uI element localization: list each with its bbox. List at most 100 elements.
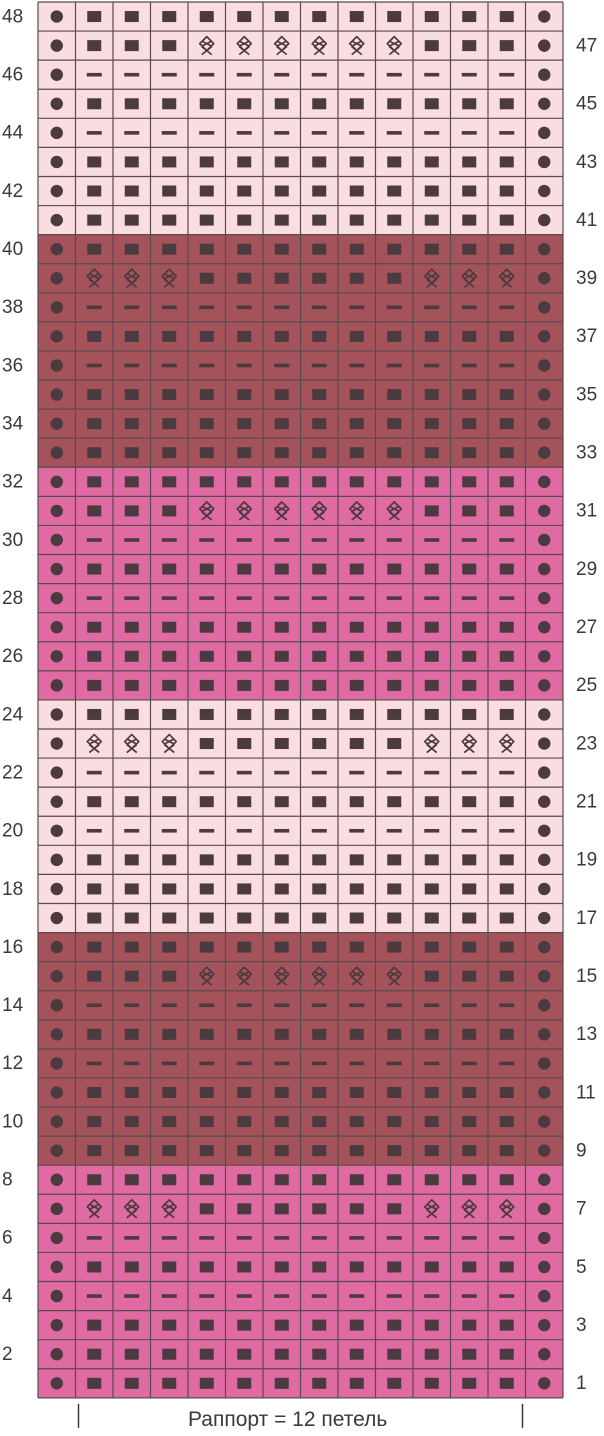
stitch-r34-c4-square — [162, 418, 177, 430]
stitch-r18-c13-square — [499, 883, 514, 895]
stitch-r34-c14-dot — [538, 417, 551, 430]
stitch-r5-c9-square — [349, 1261, 364, 1273]
stitch-r2-c13-square — [499, 1348, 514, 1360]
stitch-r28-c13-dash — [499, 596, 515, 600]
stitch-r7-c13-loop — [498, 1198, 515, 1219]
stitch-r30-c7-dash — [274, 538, 290, 542]
stitch-r3-c1-dot — [50, 1318, 63, 1332]
stitch-r15-c2-square — [87, 970, 102, 982]
stitch-r4-c8-dash — [311, 1294, 327, 1298]
stitch-r10-c9-square — [349, 1116, 364, 1128]
stitch-r28-c14-dot — [538, 591, 551, 605]
row-number-11: 11 — [576, 1082, 596, 1103]
stitch-r14-c6-dash — [236, 1003, 252, 1008]
stitch-r23-c11-loop — [423, 733, 440, 754]
stitch-r35-c1-dot — [50, 388, 63, 401]
stitch-r25-c2-square — [87, 679, 102, 691]
stitch-r21-c13-square — [499, 796, 514, 808]
stitch-r11-c14-dot — [538, 1086, 551, 1099]
stitch-r15-c7-loop — [273, 966, 290, 986]
stitch-r40-c3-square — [124, 243, 139, 255]
stitch-r47-c10-loop — [386, 35, 403, 56]
stitch-r46-c4-dash — [161, 72, 177, 77]
stitch-r8-c3-square — [124, 1174, 139, 1186]
stitch-r34-c12-square — [462, 418, 477, 430]
stitch-r22-c1-dot — [50, 766, 63, 779]
stitch-r37-c13-square — [499, 330, 514, 342]
stitch-r37-c3-square — [124, 330, 139, 342]
stitch-r48-c14-dot — [538, 10, 551, 23]
stitch-r2-c14-dot — [538, 1348, 551, 1361]
stitch-r21-c8-square — [312, 796, 327, 808]
stitch-r25-c12-square — [462, 679, 477, 691]
stitch-r44-c8-dash — [311, 131, 327, 135]
stitch-r23-c5-square — [199, 738, 214, 750]
stitch-r14-c10-dash — [386, 1003, 402, 1008]
stitch-r12-c2-dash — [86, 1061, 102, 1066]
row-number-6: 6 — [2, 1228, 13, 1249]
stitch-r14-c12-dash — [461, 1003, 477, 1008]
row-number-30: 30 — [2, 530, 23, 551]
stitch-r6-c10-dash — [386, 1236, 402, 1240]
stitch-r4-c5-dash — [199, 1294, 215, 1298]
stitch-r10-c10-square — [387, 1116, 402, 1128]
stitch-r19-c9-square — [349, 854, 364, 866]
stitch-r17-c9-square — [349, 912, 364, 924]
stitch-r46-c2-dash — [86, 72, 102, 77]
stitch-r36-c8-dash — [311, 363, 327, 368]
stitch-r38-c11-dash — [424, 305, 440, 310]
stitch-r43-c11-square — [424, 156, 439, 168]
stitch-r20-c1-dot — [50, 824, 63, 837]
stitch-r40-c8-square — [312, 243, 327, 255]
row-number-41: 41 — [576, 210, 597, 231]
stitch-r11-c8-square — [312, 1087, 327, 1098]
stitch-r17-c4-square — [162, 912, 177, 924]
stitch-r23-c10-square — [387, 738, 402, 750]
stitch-r23-c13-loop — [498, 733, 515, 754]
stitch-r23-c4-loop — [161, 733, 178, 754]
stitch-r6-c1-dot — [50, 1231, 63, 1245]
stitch-r44-c7-dash — [274, 131, 290, 135]
row-number-4: 4 — [2, 1286, 13, 1307]
stitch-r44-c5-dash — [199, 131, 215, 135]
row-number-34: 34 — [2, 413, 24, 434]
stitch-r47-c11-square — [424, 40, 439, 52]
stitch-r25-c13-square — [499, 679, 514, 691]
stitch-r32-c2-square — [87, 476, 102, 488]
stitch-r16-c3-square — [124, 941, 139, 953]
stitch-r8-c9-square — [349, 1174, 364, 1186]
row-number-20: 20 — [2, 821, 23, 842]
stitch-r45-c7-square — [274, 98, 289, 110]
stitch-r35-c14-dot — [538, 388, 551, 401]
stitch-r5-c11-square — [424, 1261, 439, 1273]
stitch-r39-c5-square — [199, 272, 214, 284]
stitch-r27-c6-square — [237, 621, 252, 633]
stitch-r29-c11-square — [424, 563, 439, 575]
stitch-r9-c5-square — [199, 1145, 214, 1157]
row-number-26: 26 — [2, 646, 23, 667]
stitch-r42-c14-dot — [538, 184, 551, 198]
stitch-r12-c14-dot — [538, 1057, 551, 1070]
row-number-31: 31 — [576, 501, 597, 522]
stitch-r18-c4-square — [162, 883, 177, 895]
row-number-39: 39 — [576, 268, 597, 289]
stitch-r27-c14-dot — [538, 621, 551, 634]
stitch-r44-c3-dash — [124, 131, 140, 135]
stitch-r37-c7-square — [274, 330, 289, 342]
row-number-23: 23 — [576, 733, 597, 754]
stitch-r28-c4-dash — [161, 596, 177, 600]
stitch-r39-c10-square — [387, 272, 402, 284]
stitch-r23-c2-loop — [86, 733, 103, 754]
stitch-r9-c8-square — [312, 1145, 327, 1157]
stitch-r39-c8-square — [312, 272, 327, 284]
row-number-15: 15 — [576, 966, 597, 987]
stitch-r43-c3-square — [124, 156, 139, 168]
stitch-r8-c13-square — [499, 1174, 514, 1186]
stitch-r42-c5-square — [199, 185, 214, 197]
stitch-r39-c7-square — [274, 272, 289, 284]
stitch-r35-c4-square — [162, 389, 177, 401]
row-number-37: 37 — [576, 326, 597, 347]
stitch-r22-c14-dot — [538, 766, 551, 779]
stitch-r47-c7-loop — [273, 35, 290, 56]
